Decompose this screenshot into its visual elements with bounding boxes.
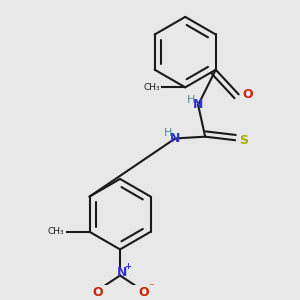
Text: H: H: [164, 128, 172, 138]
Text: O: O: [138, 286, 149, 298]
Text: CH₃: CH₃: [143, 83, 160, 92]
Text: O: O: [242, 88, 253, 101]
Text: O: O: [92, 286, 103, 298]
Text: H: H: [187, 95, 195, 105]
Text: ⁻: ⁻: [148, 283, 154, 292]
Text: N: N: [193, 98, 203, 112]
Text: N: N: [170, 132, 180, 145]
Text: N: N: [117, 266, 127, 279]
Text: CH₃: CH₃: [47, 227, 64, 236]
Text: S: S: [239, 134, 248, 147]
Text: +: +: [124, 262, 131, 271]
